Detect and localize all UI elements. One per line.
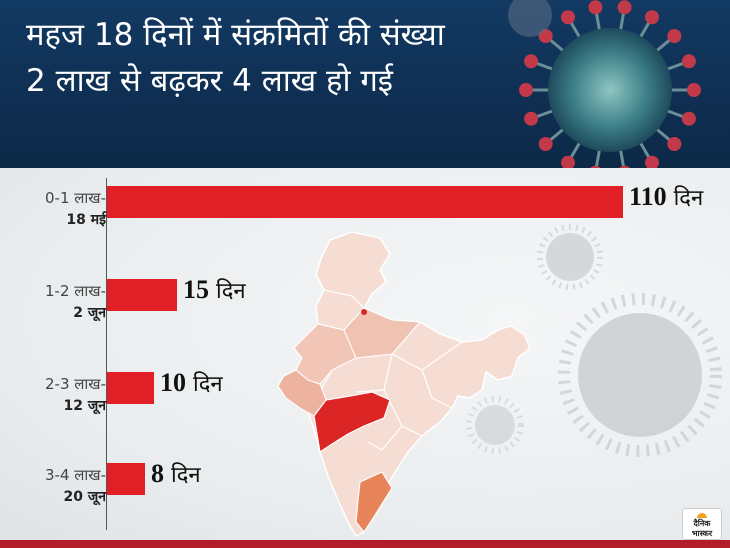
category-label: 1-2 लाख-: [44, 282, 106, 300]
bar: [107, 279, 177, 311]
india-map-icon: [277, 231, 531, 537]
virus-background-icon: [558, 293, 722, 457]
dainik-bhaskar-logo: दैनिक भास्कर: [682, 508, 722, 540]
category-label: 2-3 लाख-: [44, 375, 106, 393]
bar-value-label: 8 दिन: [151, 459, 201, 488]
virus-background-icon: [466, 396, 524, 454]
category-label: 3-4 लाख-: [44, 466, 106, 484]
bar: [107, 463, 145, 495]
bottom-strip: [0, 540, 730, 548]
bar-value-label: 110 दिन: [629, 182, 704, 211]
virus-background-icon: [537, 224, 603, 290]
chart-title: महज 18 दिनों में संक्रमितों की संख्या 2 …: [26, 17, 445, 99]
category-date: 2 जून: [73, 305, 106, 321]
category-date: 20 जून: [63, 489, 106, 505]
coronavirus-illustration-icon: [508, 0, 701, 168]
bar-value-label: 15 दिन: [183, 275, 246, 304]
category-date: 18 मई: [66, 212, 106, 228]
category-date: 12 जून: [63, 398, 106, 414]
bar: [107, 372, 154, 404]
bar: [107, 186, 623, 218]
chart-axis-line: [106, 178, 107, 530]
category-label: 0-1 लाख-: [44, 189, 106, 207]
bar-value-label: 10 दिन: [160, 368, 223, 397]
header-banner: महज 18 दिनों में संक्रमितों की संख्या 2 …: [0, 0, 730, 168]
